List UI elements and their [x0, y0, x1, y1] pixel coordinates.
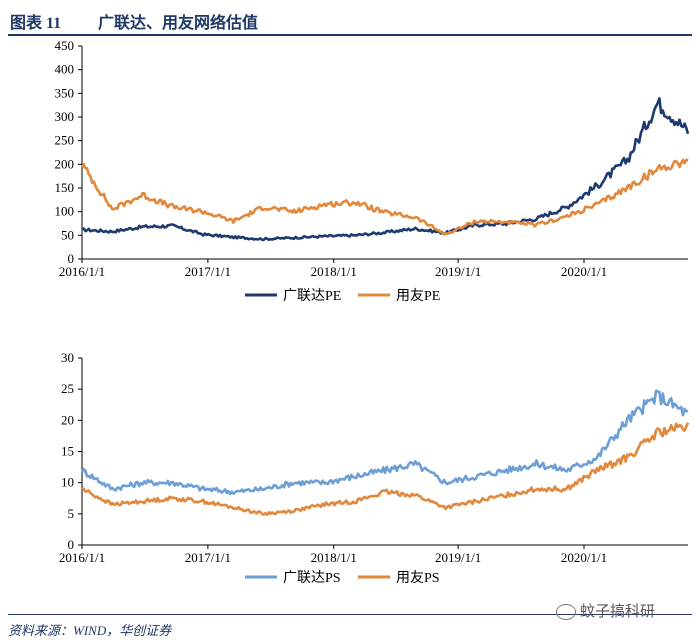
figure-header: 图表 11 广联达、用友网络估值	[8, 4, 692, 36]
source-note: 资料来源：WIND，华创证券	[8, 623, 172, 638]
legend-label: 用友PE	[396, 288, 440, 304]
ps-chart: 0 5 10 15 20 25 30 2016/1/1 2017/1/1 2018/1/1 2019…	[59, 350, 690, 586]
y-tick-label: 10	[61, 475, 74, 490]
x-tick-label: 2019/1/1	[435, 550, 481, 565]
pe-chart: 0 50 100 150 200 250 300 350 400 450 2016/1/1 2017/…	[55, 38, 690, 304]
y-tick-label: 20	[61, 412, 74, 427]
x-tick-label: 2016/1/1	[59, 264, 105, 279]
legend-label: 广联达PS	[283, 570, 341, 586]
legend-label: 广联达PE	[283, 288, 341, 304]
y-tick-label: 0	[68, 537, 75, 552]
y-tick-label: 100	[55, 204, 75, 219]
figure-number: 图表 11	[10, 15, 62, 32]
y-tick-label: 30	[61, 350, 74, 365]
y-tick-label: 200	[55, 156, 75, 171]
x-tick-label: 2020/1/1	[561, 264, 607, 279]
watermark: 蚊子搞科研	[556, 600, 655, 621]
series-line-1	[80, 389, 689, 496]
x-tick-label: 2020/1/1	[561, 550, 607, 565]
y-tick-label: 5	[68, 506, 75, 521]
series-line-2	[80, 158, 689, 236]
x-tick-label: 2018/1/1	[311, 264, 357, 279]
series-line-1	[82, 96, 690, 242]
x-tick-label: 2017/1/1	[185, 264, 231, 279]
y-tick-label: 300	[55, 109, 75, 124]
source-divider	[8, 614, 692, 615]
series-line-2	[81, 422, 690, 516]
y-tick-label: 400	[55, 62, 75, 77]
legend-label: 用友PS	[396, 570, 440, 586]
wechat-icon	[556, 603, 576, 620]
figure-title: 广联达、用友网络估值	[98, 15, 259, 32]
x-tick-label: 2016/1/1	[59, 550, 105, 565]
y-tick-label: 450	[55, 38, 75, 53]
x-tick-label: 2017/1/1	[185, 550, 231, 565]
y-tick-label: 50	[61, 227, 74, 242]
y-tick-label: 150	[55, 180, 75, 195]
y-tick-label: 15	[61, 444, 74, 459]
watermark-text: 蚊子搞科研	[580, 602, 656, 620]
x-tick-label: 2018/1/1	[311, 550, 357, 565]
y-tick-label: 0	[68, 251, 75, 266]
x-tick-label: 2019/1/1	[435, 264, 481, 279]
y-tick-label: 25	[61, 381, 74, 396]
y-tick-label: 350	[55, 85, 75, 100]
y-tick-label: 250	[55, 133, 75, 148]
